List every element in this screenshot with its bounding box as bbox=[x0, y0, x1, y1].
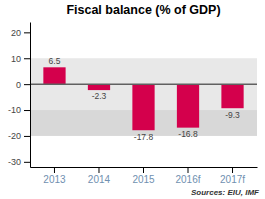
y-tick-mark bbox=[24, 58, 30, 59]
data-label: 6.5 bbox=[49, 56, 61, 66]
x-tick-label: 2017f bbox=[220, 174, 245, 185]
bar bbox=[88, 84, 110, 90]
x-tick-label: 2016f bbox=[175, 174, 200, 185]
chart-title: Fiscal balance (% of GDP) bbox=[66, 3, 220, 17]
x-tick: 2013 bbox=[43, 167, 66, 185]
y-tick-mark bbox=[24, 136, 30, 137]
y-tick-mark bbox=[24, 162, 30, 163]
data-label: -17.8 bbox=[134, 132, 154, 142]
x-tick-label: 2014 bbox=[88, 174, 111, 185]
x-tick-label: 2015 bbox=[132, 174, 155, 185]
chart-container: -30 -20 -10 0 10 20 2013 2014 2015 2016f 2017f 6.5 -… bbox=[0, 0, 265, 199]
y-tick-mark bbox=[24, 84, 30, 85]
data-label: -9.3 bbox=[225, 110, 240, 120]
y-tick-label: 20 bbox=[11, 28, 21, 38]
data-label: -16.8 bbox=[178, 129, 198, 139]
source-note: Sources: EIU, IMF bbox=[191, 188, 260, 197]
y-tick: 0 bbox=[16, 80, 30, 90]
x-axis: 2013 2014 2015 2016f 2017f bbox=[31, 167, 258, 185]
x-tick: 2016f bbox=[175, 167, 200, 185]
plot-area: -30 -20 -10 0 10 20 2013 2014 2015 2016f 2017f 6.5 -… bbox=[8, 23, 258, 186]
data-label: -2.3 bbox=[92, 91, 107, 101]
marks bbox=[30, 58, 257, 136]
y-tick: 20 bbox=[11, 28, 30, 38]
x-tick-mark bbox=[188, 167, 189, 173]
x-tick: 2017f bbox=[220, 167, 245, 185]
bar bbox=[221, 84, 243, 108]
x-tick-mark bbox=[232, 167, 233, 173]
x-tick-mark bbox=[98, 167, 99, 173]
bar bbox=[132, 84, 154, 130]
bar bbox=[177, 84, 199, 128]
y-tick-label: -30 bbox=[8, 157, 21, 167]
x-tick-mark bbox=[143, 167, 144, 173]
y-axis: -30 -20 -10 0 10 20 bbox=[8, 23, 31, 168]
y-tick-label: -20 bbox=[8, 131, 21, 141]
y-axis-line bbox=[30, 23, 31, 168]
x-tick: 2014 bbox=[88, 167, 111, 185]
y-tick-label: 0 bbox=[16, 80, 21, 90]
y-tick-mark bbox=[24, 110, 30, 111]
data-labels: 6.5 -2.3 -17.8 -16.8 -9.3 bbox=[49, 56, 241, 141]
zero-line bbox=[30, 83, 257, 85]
x-tick-label: 2013 bbox=[43, 174, 66, 185]
y-tick-label: -10 bbox=[8, 105, 21, 115]
y-tick-mark bbox=[24, 32, 30, 33]
chart-svg: -30 -20 -10 0 10 20 2013 2014 2015 2016f 2017f 6.5 -… bbox=[0, 0, 265, 199]
x-tick-mark bbox=[54, 167, 55, 173]
y-tick: -30 bbox=[8, 157, 30, 167]
x-tick: 2015 bbox=[132, 167, 155, 185]
y-tick: -10 bbox=[8, 105, 30, 115]
y-tick: 10 bbox=[11, 54, 30, 64]
y-tick: -20 bbox=[8, 131, 30, 141]
y-tick-label: 10 bbox=[11, 54, 21, 64]
bar bbox=[43, 67, 65, 84]
